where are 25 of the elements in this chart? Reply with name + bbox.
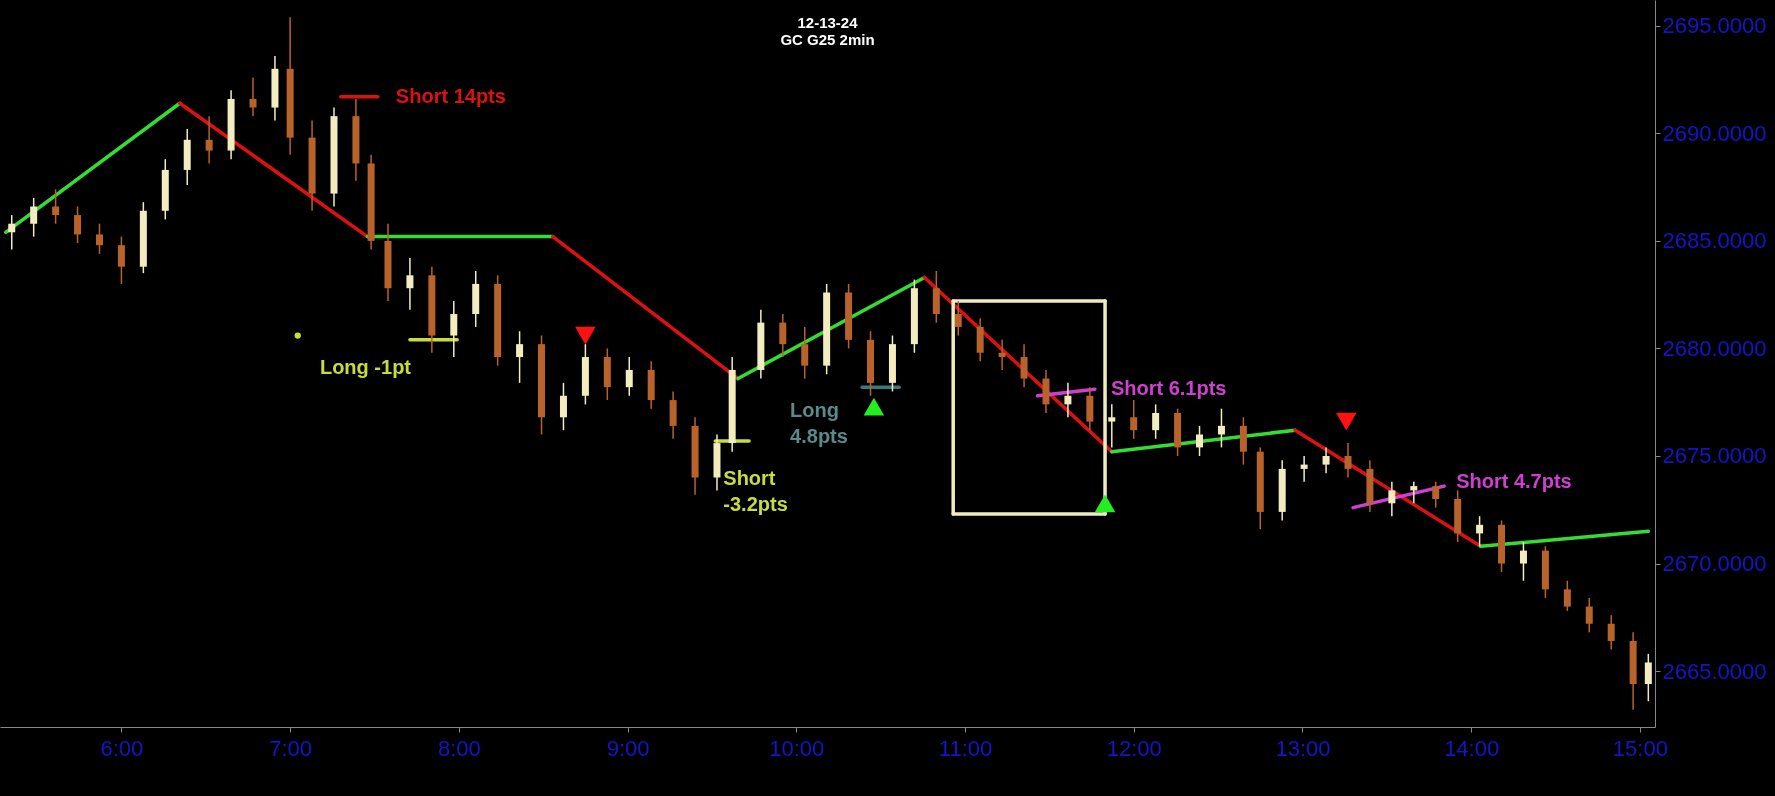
x-tick-label: 13:00 bbox=[1275, 735, 1331, 761]
y-tick-label: 2670.0000 bbox=[1662, 551, 1767, 577]
y-tick-label: 2695.0000 bbox=[1662, 13, 1767, 39]
y-tick-label: 2685.0000 bbox=[1662, 228, 1767, 254]
x-tick-label: 8:00 bbox=[437, 735, 481, 761]
x-tick-label: 12:00 bbox=[1106, 735, 1162, 761]
text: 12-13-24 bbox=[797, 14, 859, 31]
series-label: Short 6.1pts bbox=[1110, 377, 1227, 400]
x-tick-label: 7:00 bbox=[269, 735, 313, 761]
series-label: Short -3.2pts bbox=[723, 466, 788, 515]
series-label: Short 14pts bbox=[395, 84, 506, 107]
x-tick-label: 14:00 bbox=[1444, 735, 1500, 761]
x-tick-label: 11:00 bbox=[938, 735, 993, 761]
text: GC G25 2min bbox=[780, 31, 875, 48]
y-tick-label: 2690.0000 bbox=[1662, 120, 1767, 146]
y-tick-label: 2680.0000 bbox=[1662, 335, 1767, 361]
x-tick-label: 9:00 bbox=[606, 735, 650, 761]
x-tick-label: 10:00 bbox=[769, 735, 825, 761]
y-tick-label: 2675.0000 bbox=[1662, 443, 1767, 469]
series-label: Long -1pt bbox=[319, 355, 412, 378]
y-tick-label: 2665.0000 bbox=[1662, 658, 1767, 684]
series-label: Long 4.8pts bbox=[790, 399, 848, 448]
series-label: Short 4.7pts bbox=[1456, 470, 1572, 493]
x-tick-label: 15:00 bbox=[1612, 735, 1668, 761]
x-tick-label: 6:00 bbox=[100, 735, 144, 761]
